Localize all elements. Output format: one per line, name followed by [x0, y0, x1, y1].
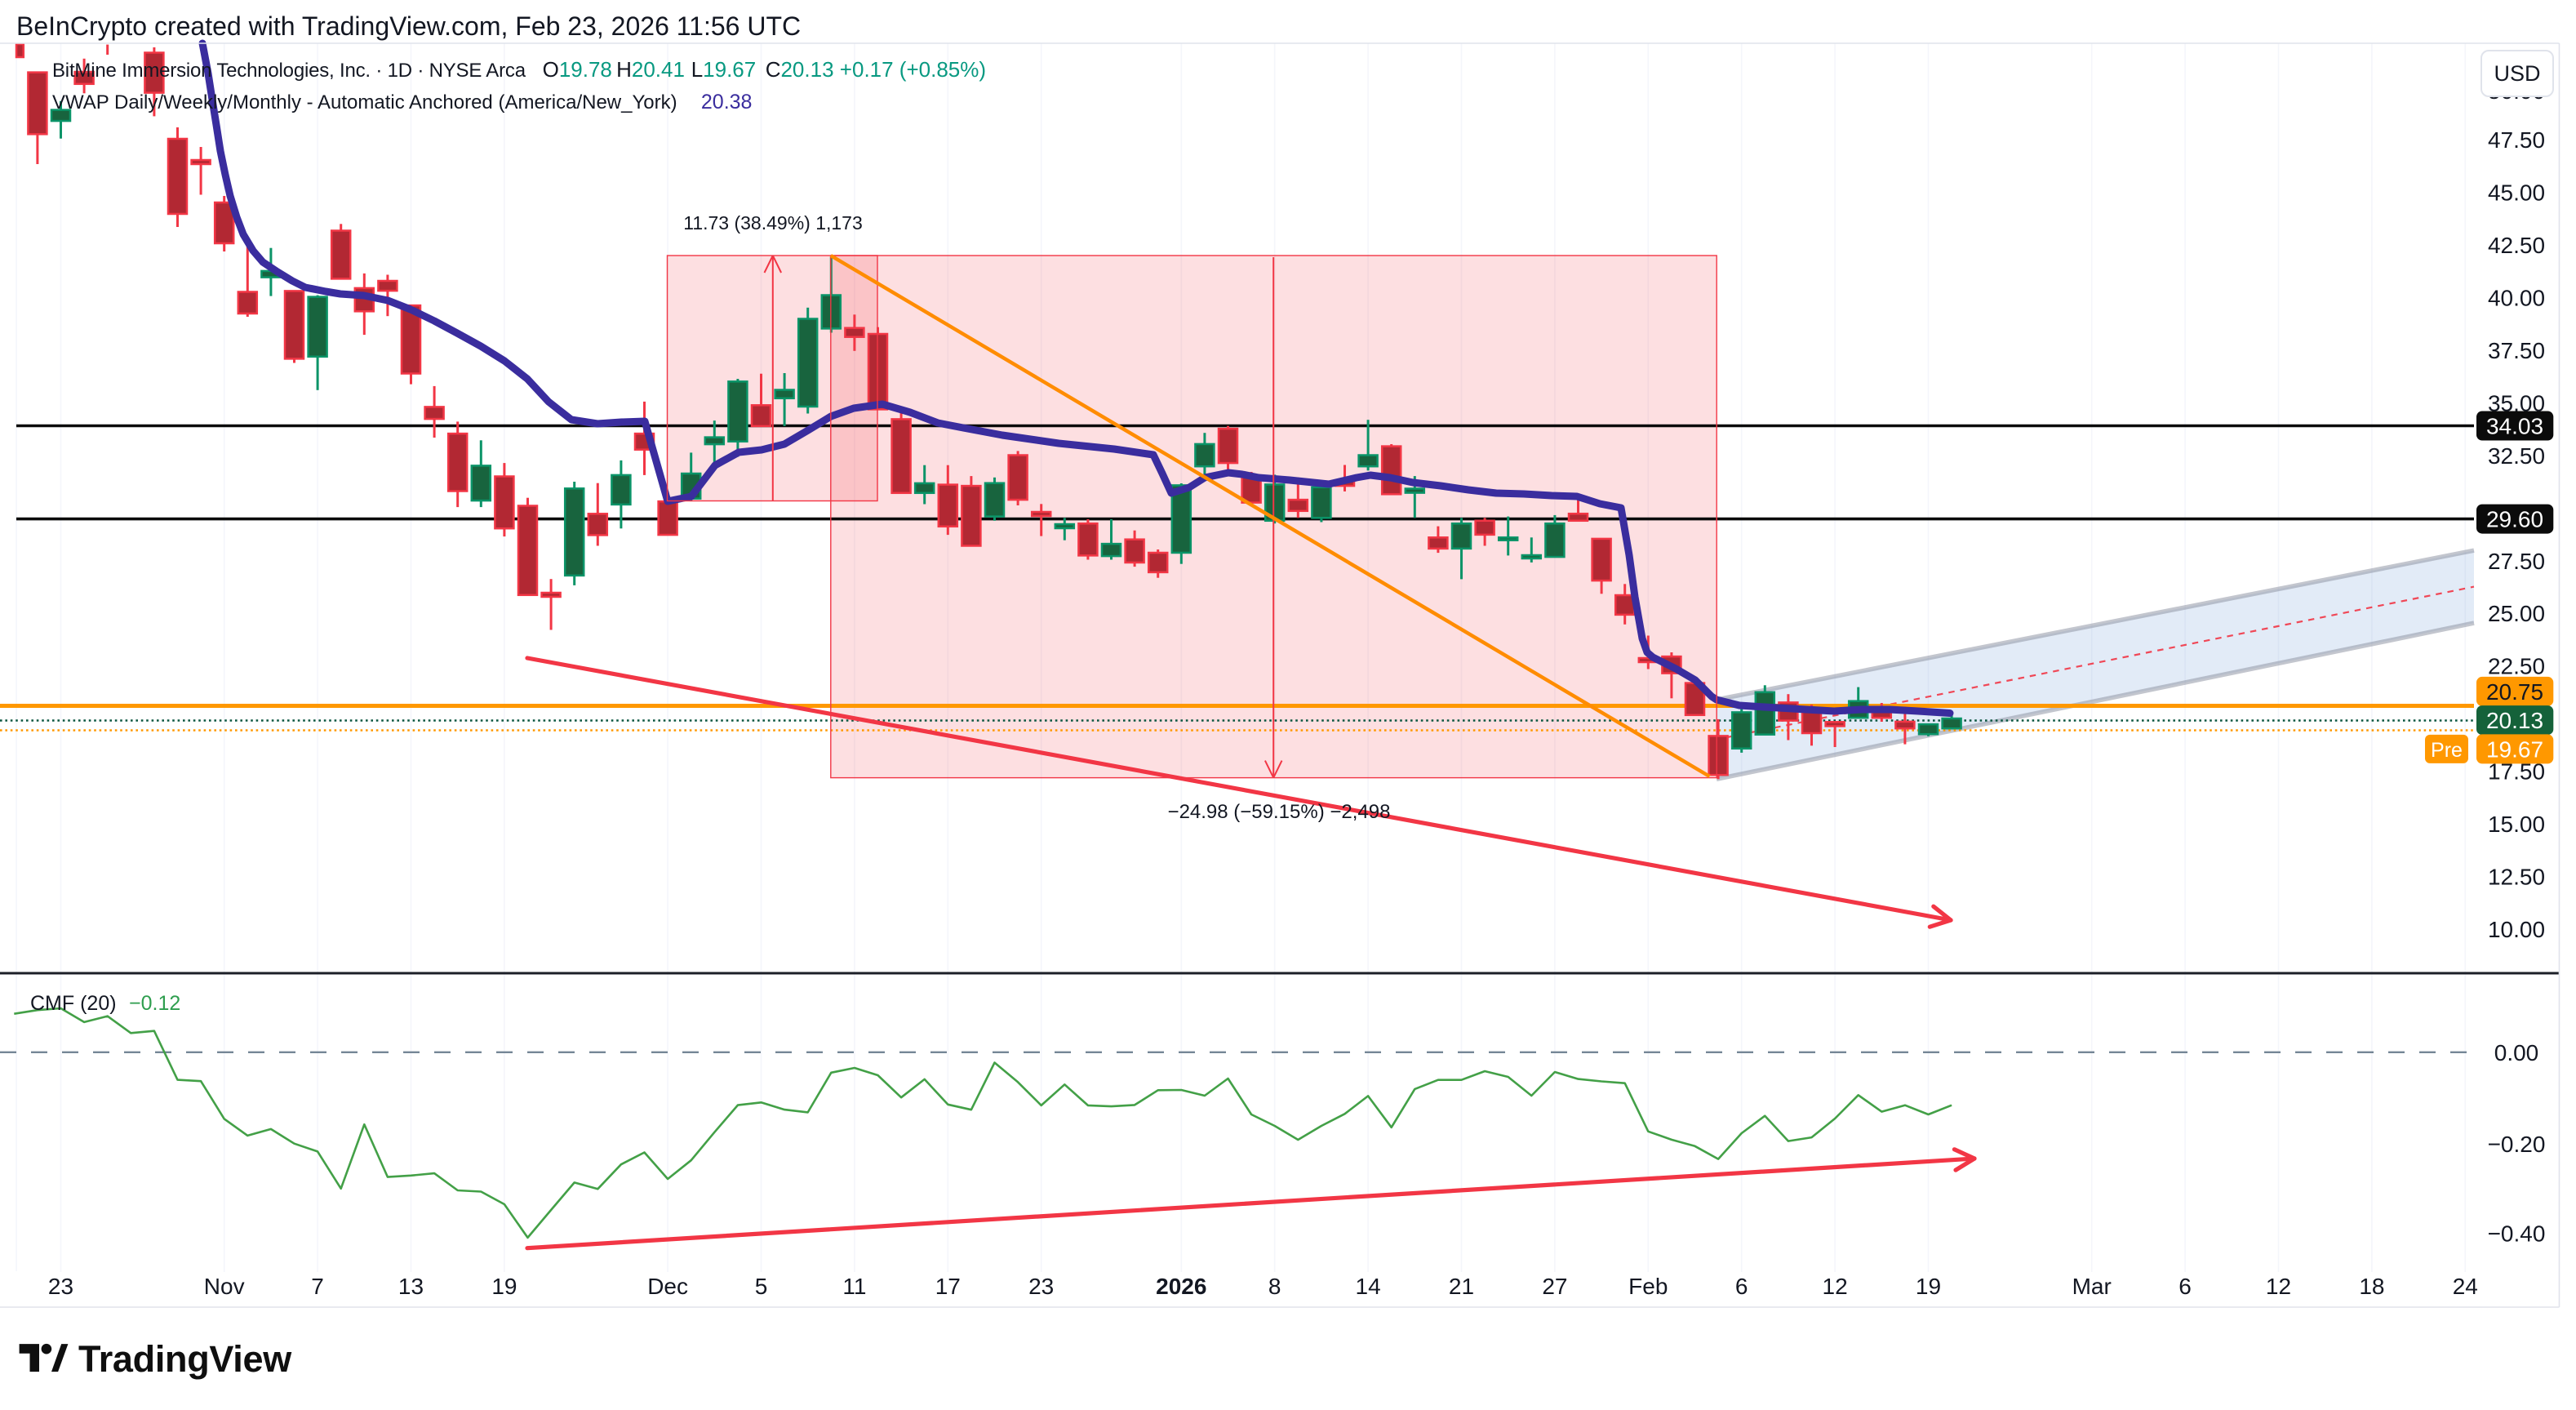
svg-text:19.67: 19.67: [2486, 736, 2543, 762]
svg-text:BitMine Immersion Technologies: BitMine Immersion Technologies, Inc. · 1…: [52, 60, 526, 82]
svg-text:18: 18: [2359, 1274, 2384, 1299]
svg-text:Feb: Feb: [1628, 1274, 1668, 1299]
svg-text:8: 8: [1268, 1274, 1281, 1299]
svg-text:6: 6: [1735, 1274, 1748, 1299]
svg-text:10.00: 10.00: [2488, 917, 2545, 942]
svg-text:13: 13: [398, 1274, 424, 1299]
svg-text:27: 27: [1542, 1274, 1567, 1299]
svg-text:27.50: 27.50: [2488, 549, 2545, 574]
svg-text:7: 7: [311, 1274, 324, 1299]
svg-text:37.50: 37.50: [2488, 338, 2545, 363]
svg-text:+0.17 (+0.85%): +0.17 (+0.85%): [840, 57, 986, 82]
svg-text:47.50: 47.50: [2488, 127, 2545, 153]
svg-text:22.50: 22.50: [2488, 654, 2545, 679]
svg-text:O19.78: O19.78: [543, 57, 612, 82]
svg-text:40.00: 40.00: [2488, 285, 2545, 310]
svg-text:L19.67: L19.67: [691, 57, 757, 82]
svg-text:−0.20: −0.20: [2488, 1132, 2546, 1157]
svg-text:20.13: 20.13: [2486, 708, 2543, 733]
svg-text:6: 6: [2178, 1274, 2192, 1299]
svg-text:Dec: Dec: [647, 1274, 688, 1299]
svg-text:Nov: Nov: [204, 1274, 245, 1299]
svg-text:Mar: Mar: [2072, 1274, 2112, 1299]
svg-text:14: 14: [1356, 1274, 1381, 1299]
svg-text:19: 19: [1916, 1274, 1941, 1299]
svg-text:−0.12: −0.12: [129, 992, 180, 1015]
svg-text:12: 12: [1823, 1274, 1848, 1299]
svg-text:21: 21: [1449, 1274, 1474, 1299]
svg-text:12: 12: [2266, 1274, 2291, 1299]
svg-text:42.50: 42.50: [2488, 233, 2545, 258]
svg-text:5: 5: [755, 1274, 768, 1299]
svg-text:USD: USD: [2494, 61, 2540, 86]
svg-text:15.00: 15.00: [2488, 812, 2545, 837]
svg-text:32.50: 32.50: [2488, 443, 2545, 469]
svg-text:−0.40: −0.40: [2488, 1221, 2546, 1247]
svg-text:VWAP Daily/Weekly/Monthly - Au: VWAP Daily/Weekly/Monthly - Automatic An…: [52, 91, 677, 113]
svg-text:11.73 (38.49%) 1,173: 11.73 (38.49%) 1,173: [683, 212, 863, 234]
svg-text:BeInCrypto created with Tradin: BeInCrypto created with TradingView.com,…: [16, 11, 801, 41]
svg-text:19: 19: [491, 1274, 517, 1299]
svg-text:C20.13: C20.13: [766, 57, 834, 82]
svg-text:−24.98 (−59.15%) −2,498: −24.98 (−59.15%) −2,498: [1168, 801, 1391, 823]
svg-text:17: 17: [935, 1274, 961, 1299]
svg-text:H20.41: H20.41: [616, 57, 685, 82]
svg-text:CMF (20): CMF (20): [30, 992, 117, 1015]
svg-text:12.50: 12.50: [2488, 865, 2545, 890]
svg-text:45.00: 45.00: [2488, 180, 2545, 206]
svg-text:25.00: 25.00: [2488, 601, 2545, 626]
svg-text:29.60: 29.60: [2486, 507, 2543, 532]
svg-text:0.00: 0.00: [2494, 1040, 2539, 1065]
svg-text:23: 23: [1028, 1274, 1054, 1299]
svg-text:Pre: Pre: [2431, 739, 2463, 762]
svg-text:23: 23: [48, 1274, 73, 1299]
svg-text:2026: 2026: [1156, 1274, 1206, 1299]
svg-text:34.03: 34.03: [2486, 414, 2543, 439]
svg-text:TradingView: TradingView: [78, 1338, 292, 1380]
svg-text:11: 11: [842, 1274, 866, 1299]
svg-text:24: 24: [2453, 1274, 2478, 1299]
svg-text:20.75: 20.75: [2486, 679, 2543, 705]
svg-text:20.38: 20.38: [701, 91, 753, 113]
